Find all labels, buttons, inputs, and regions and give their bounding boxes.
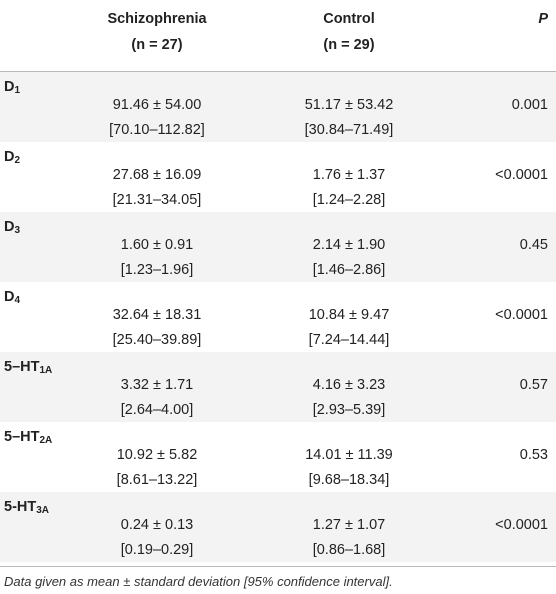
schizophrenia-ci: [70.10–112.82] [109,122,205,138]
schizophrenia-mean-sd: 3.32 ± 1.71 [120,377,194,393]
row-label: D2 [4,148,20,170]
row-label: 5-HT3A [4,498,49,520]
row-label-base: D [4,219,15,235]
header-p: P [538,11,548,27]
header-schizophrenia: Schizophrenia [107,11,207,27]
row-stripe [0,212,556,282]
table-header: Schizophrenia (n = 27) Control (n = 29) … [0,0,556,71]
control-mean-sd: 1.27 ± 1.07 [312,517,386,533]
row-label-base: 5–HT [4,359,40,375]
control-ci: [1.46–2.86] [312,262,386,278]
p-value: 0.57 [519,377,548,393]
control-mean-sd: 14.01 ± 11.39 [305,447,393,463]
row-stripe [0,352,556,422]
row-label: D4 [4,288,20,310]
p-value: <0.0001 [495,167,548,183]
row-label-subscript: 1 [14,85,21,96]
table-footnote: Data given as mean ± standard deviation … [4,574,393,589]
schizophrenia-ci: [21.31–34.05] [112,192,202,208]
schizophrenia-ci: [8.61–13.22] [116,472,198,488]
header-control-n: (n = 29) [323,37,375,53]
control-mean-sd: 1.76 ± 1.37 [312,167,386,183]
p-value: 0.45 [519,237,548,253]
row-label: D1 [4,78,20,100]
control-mean-sd: 51.17 ± 53.42 [304,97,394,113]
row-label-subscript: 1A [39,365,53,376]
control-ci: [9.68–18.34] [308,472,390,488]
row-label: D3 [4,218,20,240]
schizophrenia-mean-sd: 1.60 ± 0.91 [120,237,194,253]
row-label-base: 5–HT [4,429,40,445]
control-ci: [2.93–5.39] [312,402,386,418]
p-value: 0.53 [519,447,548,463]
p-value: <0.0001 [495,517,548,533]
row-stripe [0,72,556,142]
row-label-subscript: 2 [14,155,21,166]
row-label: 5–HT2A [4,428,52,450]
schizophrenia-mean-sd: 0.24 ± 0.13 [120,517,194,533]
schizophrenia-mean-sd: 32.64 ± 18.31 [112,307,202,323]
header-schizophrenia-n: (n = 27) [131,37,183,53]
control-ci: [30.84–71.49] [304,122,394,138]
row-stripe [0,492,556,562]
row-label-subscript: 3 [14,225,21,236]
schizophrenia-ci: [1.23–1.96] [120,262,194,278]
p-value: <0.0001 [495,307,548,323]
row-label: 5–HT1A [4,358,52,380]
row-label-base: D [4,79,15,95]
schizophrenia-mean-sd: 91.46 ± 54.00 [112,97,202,113]
control-mean-sd: 10.84 ± 9.47 [308,307,390,323]
p-value: 0.001 [511,97,548,113]
schizophrenia-ci: [0.19–0.29] [120,542,194,558]
schizophrenia-ci: [2.64–4.00] [120,402,194,418]
control-ci: [1.24–2.28] [312,192,386,208]
bottom-rule [0,566,556,567]
schizophrenia-mean-sd: 27.68 ± 16.09 [112,167,202,183]
control-mean-sd: 4.16 ± 3.23 [312,377,386,393]
schizophrenia-mean-sd: 10.92 ± 5.82 [116,447,198,463]
row-label-subscript: 3A [36,505,50,516]
header-rule [0,71,556,72]
control-mean-sd: 2.14 ± 1.90 [312,237,386,253]
row-label-subscript: 4 [14,295,21,306]
header-control: Control [323,11,375,27]
row-label-base: D [4,289,15,305]
row-label-base: 5-HT [4,499,37,515]
control-ci: [7.24–14.44] [308,332,390,348]
schizophrenia-ci: [25.40–39.89] [112,332,202,348]
row-label-subscript: 2A [39,435,53,446]
control-ci: [0.86–1.68] [312,542,386,558]
row-label-base: D [4,149,15,165]
